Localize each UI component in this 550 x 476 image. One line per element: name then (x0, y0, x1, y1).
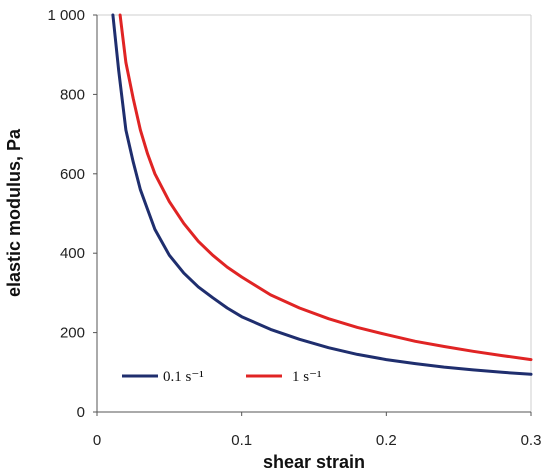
series-layer (111, 13, 533, 376)
x-tick-label: 0.3 (521, 432, 542, 449)
y-tick-label: 0 (77, 404, 85, 421)
x-axis-title: shear strain (263, 452, 365, 472)
y-tick-label: 800 (60, 86, 85, 103)
x-axis-ticks: 0 0.1 0.2 0.3 (93, 412, 542, 449)
x-tick-label: 0.2 (376, 432, 397, 449)
y-axis-ticks: 0 200 400 600 800 1 000 (47, 7, 97, 421)
legend-label-series-2: 1 s⁻¹ (292, 369, 322, 385)
x-tick-label: 0 (93, 432, 101, 449)
y-axis-title: elastic modulus, Pa (4, 128, 24, 297)
plot-frame (96, 14, 532, 413)
series-line-1 (111, 13, 533, 376)
y-tick-label: 400 (60, 245, 85, 262)
y-tick-label: 1 000 (47, 7, 85, 24)
y-tick-label: 200 (60, 325, 85, 342)
legend: 0.1 s⁻¹ 1 s⁻¹ (122, 369, 322, 385)
x-tick-label: 0.1 (231, 432, 252, 449)
y-tick-label: 600 (60, 166, 85, 183)
series-line-2 (118, 13, 533, 362)
legend-label-series-1: 0.1 s⁻¹ (163, 369, 204, 385)
